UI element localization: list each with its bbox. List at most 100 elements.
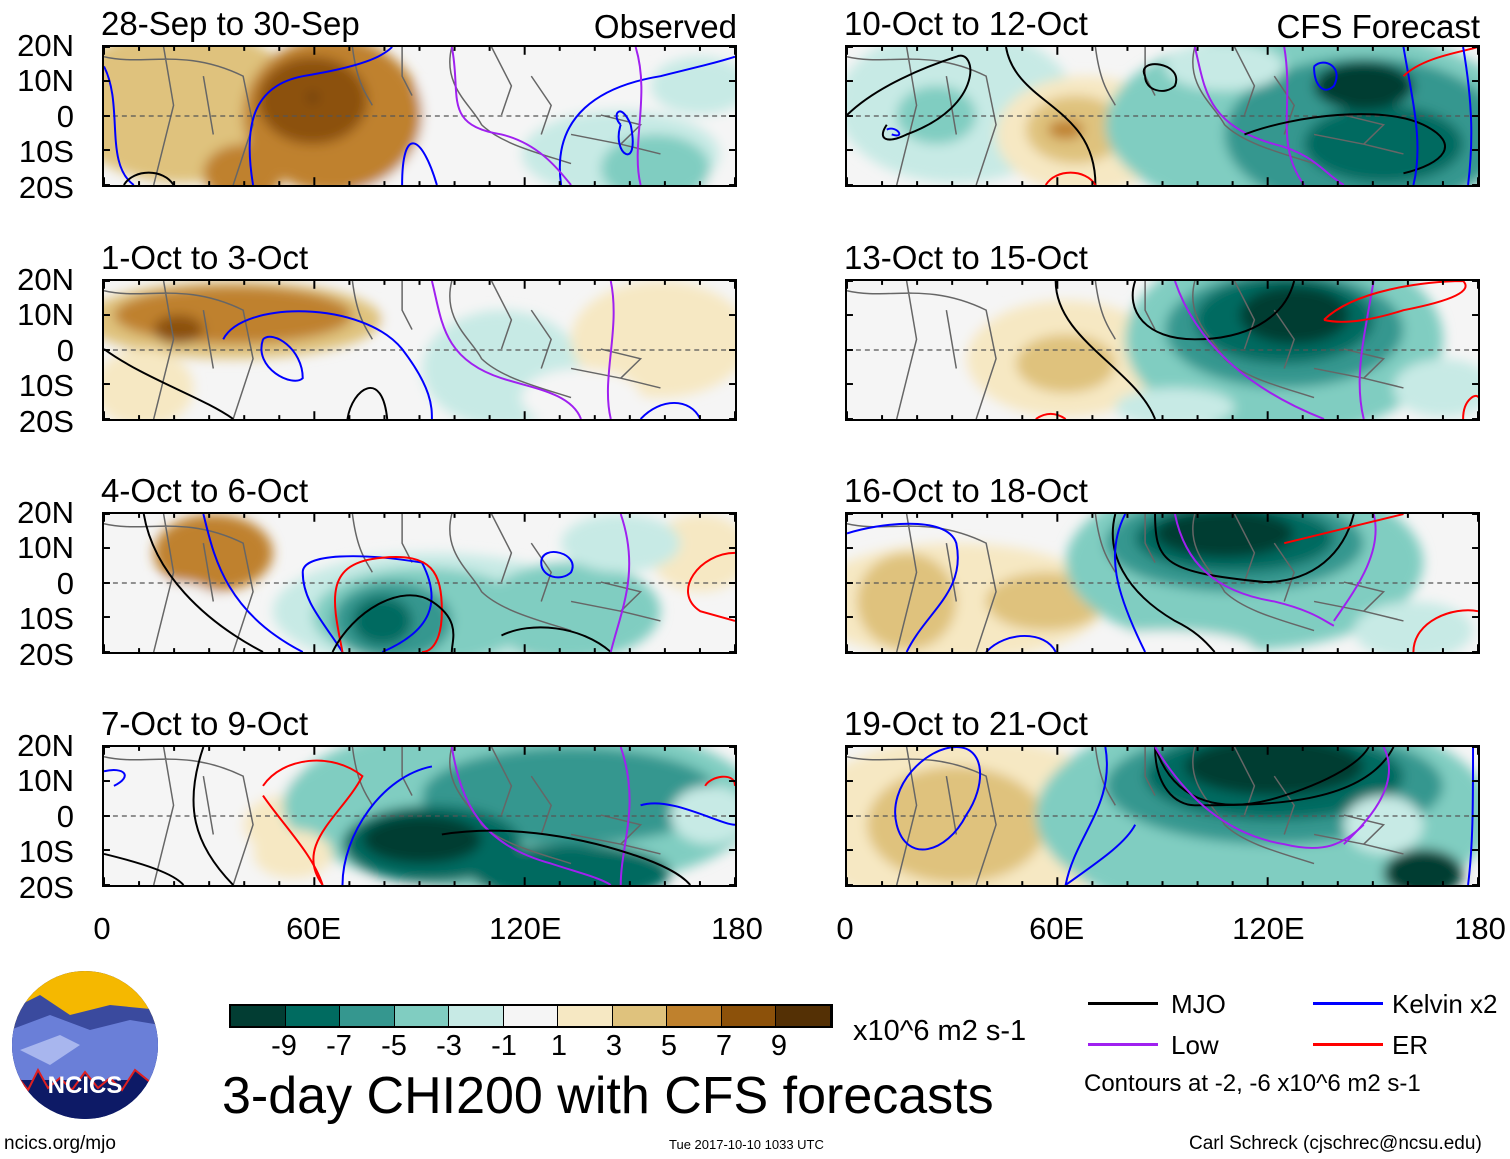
contour-line	[1154, 514, 1355, 584]
contour-line	[346, 387, 389, 419]
legend-line-low	[1088, 1043, 1158, 1046]
legend-line-kelvin	[1313, 1002, 1383, 1005]
lat-label: 0	[56, 566, 74, 601]
chi-anomaly-region	[561, 514, 681, 573]
contour-line	[1193, 47, 1345, 185]
map-panel-p7	[845, 512, 1480, 654]
lat-label: 10N	[17, 297, 74, 332]
colorbar-label: 1	[550, 1030, 568, 1062]
chi-anomaly-region	[856, 552, 957, 651]
contour-note: Contours at -2, -6 x10^6 m2 s-1	[1084, 1070, 1421, 1097]
lat-label: 10S	[18, 134, 74, 169]
contour-line	[501, 626, 612, 652]
panel-label: Observed	[593, 8, 737, 45]
footer-url[interactable]: ncics.org/mjo	[4, 1133, 116, 1154]
map-panel-p8	[845, 745, 1480, 887]
chi-anomaly-region	[1304, 105, 1464, 184]
chi-anomaly-region	[104, 349, 194, 419]
contour-line	[847, 522, 959, 652]
contour-line	[262, 795, 324, 885]
lat-label: 0	[56, 99, 74, 134]
chi-anomaly-region	[153, 315, 204, 345]
contour-line	[222, 310, 433, 419]
colorbar	[229, 1004, 833, 1028]
map-panel-p4	[102, 745, 737, 887]
chi-anomaly-region	[253, 829, 333, 879]
lat-label: 10S	[18, 834, 74, 869]
chi-anomaly-region	[307, 93, 318, 102]
colorbar-units: x10^6 m2 s-1	[853, 1015, 1027, 1047]
contour-line	[1467, 747, 1475, 885]
chi-anomaly-region	[1393, 358, 1478, 418]
chi-anomaly-region	[1314, 61, 1414, 111]
lat-label: 0	[56, 333, 74, 368]
colorbar-swatch	[394, 1006, 449, 1026]
colorbar-swatch	[612, 1006, 667, 1026]
contour-line	[1154, 747, 1395, 807]
colorbar-swatch	[285, 1006, 340, 1026]
map-panel-p2	[102, 279, 737, 421]
lon-label: 60E	[1029, 911, 1085, 946]
coastlines	[104, 47, 661, 185]
contour-line	[192, 747, 234, 885]
panel-title: 10-Oct to 12-Oct	[844, 5, 1088, 42]
lat-label: 20S	[18, 870, 74, 905]
contour-line	[886, 127, 901, 137]
lat-label: 10N	[17, 763, 74, 798]
contour-line	[894, 747, 982, 851]
contour-line	[1313, 61, 1338, 91]
coastlines	[847, 514, 1404, 652]
legend-label-mjo: MJO	[1171, 989, 1226, 1019]
chi-anomaly-region	[352, 596, 413, 646]
map-panel-p6	[845, 279, 1480, 421]
chi-anomaly-region	[1155, 514, 1295, 558]
chi-anomaly-region	[1115, 387, 1235, 419]
panel-label: CFS Forecast	[1276, 8, 1480, 45]
figure-title: 3-day CHI200 with CFS forecasts	[222, 1067, 994, 1125]
contour-line	[104, 852, 185, 885]
contour-line	[1154, 747, 1370, 806]
chi-anomaly-region	[1047, 119, 1084, 140]
colorbar-label: 9	[770, 1030, 788, 1062]
contour-line	[1035, 412, 1067, 419]
contour-line	[1412, 609, 1478, 652]
contour-line	[123, 171, 175, 185]
contour-line	[1402, 47, 1478, 77]
contour-line	[1358, 281, 1375, 419]
coastlines	[104, 514, 661, 652]
panel-title: 1-Oct to 3-Oct	[101, 239, 309, 276]
contour-line	[704, 775, 735, 787]
map-panel-p1	[102, 45, 737, 187]
contour-line	[262, 759, 364, 885]
chi-anomaly-region	[203, 144, 283, 185]
chi-anomaly-region	[113, 582, 234, 652]
lon-label: 180	[711, 911, 763, 946]
contour-line	[1044, 171, 1097, 185]
legend-label-er: ER	[1392, 1030, 1429, 1060]
contour-line	[615, 110, 634, 156]
contour-line	[985, 634, 1057, 652]
contour-line	[333, 556, 443, 652]
lat-label: 20N	[17, 728, 74, 763]
colorbar-swatch	[340, 1006, 395, 1026]
contour-line	[248, 47, 393, 185]
contour-line	[1462, 47, 1473, 185]
chi-anomaly-region	[847, 281, 1006, 419]
contour-line	[1173, 281, 1325, 419]
contour-line	[341, 765, 433, 885]
chi-anomaly-region	[113, 285, 353, 345]
contour-line	[260, 335, 304, 382]
contour-line	[1131, 281, 1296, 341]
chi-anomaly-region	[600, 134, 711, 185]
lat-label: 20S	[18, 637, 74, 672]
contour-line	[1154, 747, 1365, 849]
chi-anomaly-region	[521, 368, 641, 419]
panel-title: 16-Oct to 18-Oct	[844, 472, 1088, 509]
contour-line	[639, 401, 702, 419]
footer-timestamp: Tue 2017-10-10 1033 UTC	[669, 1137, 824, 1152]
chi-anomaly-region	[866, 766, 1046, 884]
contour-line	[1005, 47, 1097, 185]
colorbar-label: -9	[271, 1030, 297, 1062]
contour-line	[450, 47, 572, 185]
legend-label-kelvin: Kelvin x2	[1392, 989, 1498, 1019]
